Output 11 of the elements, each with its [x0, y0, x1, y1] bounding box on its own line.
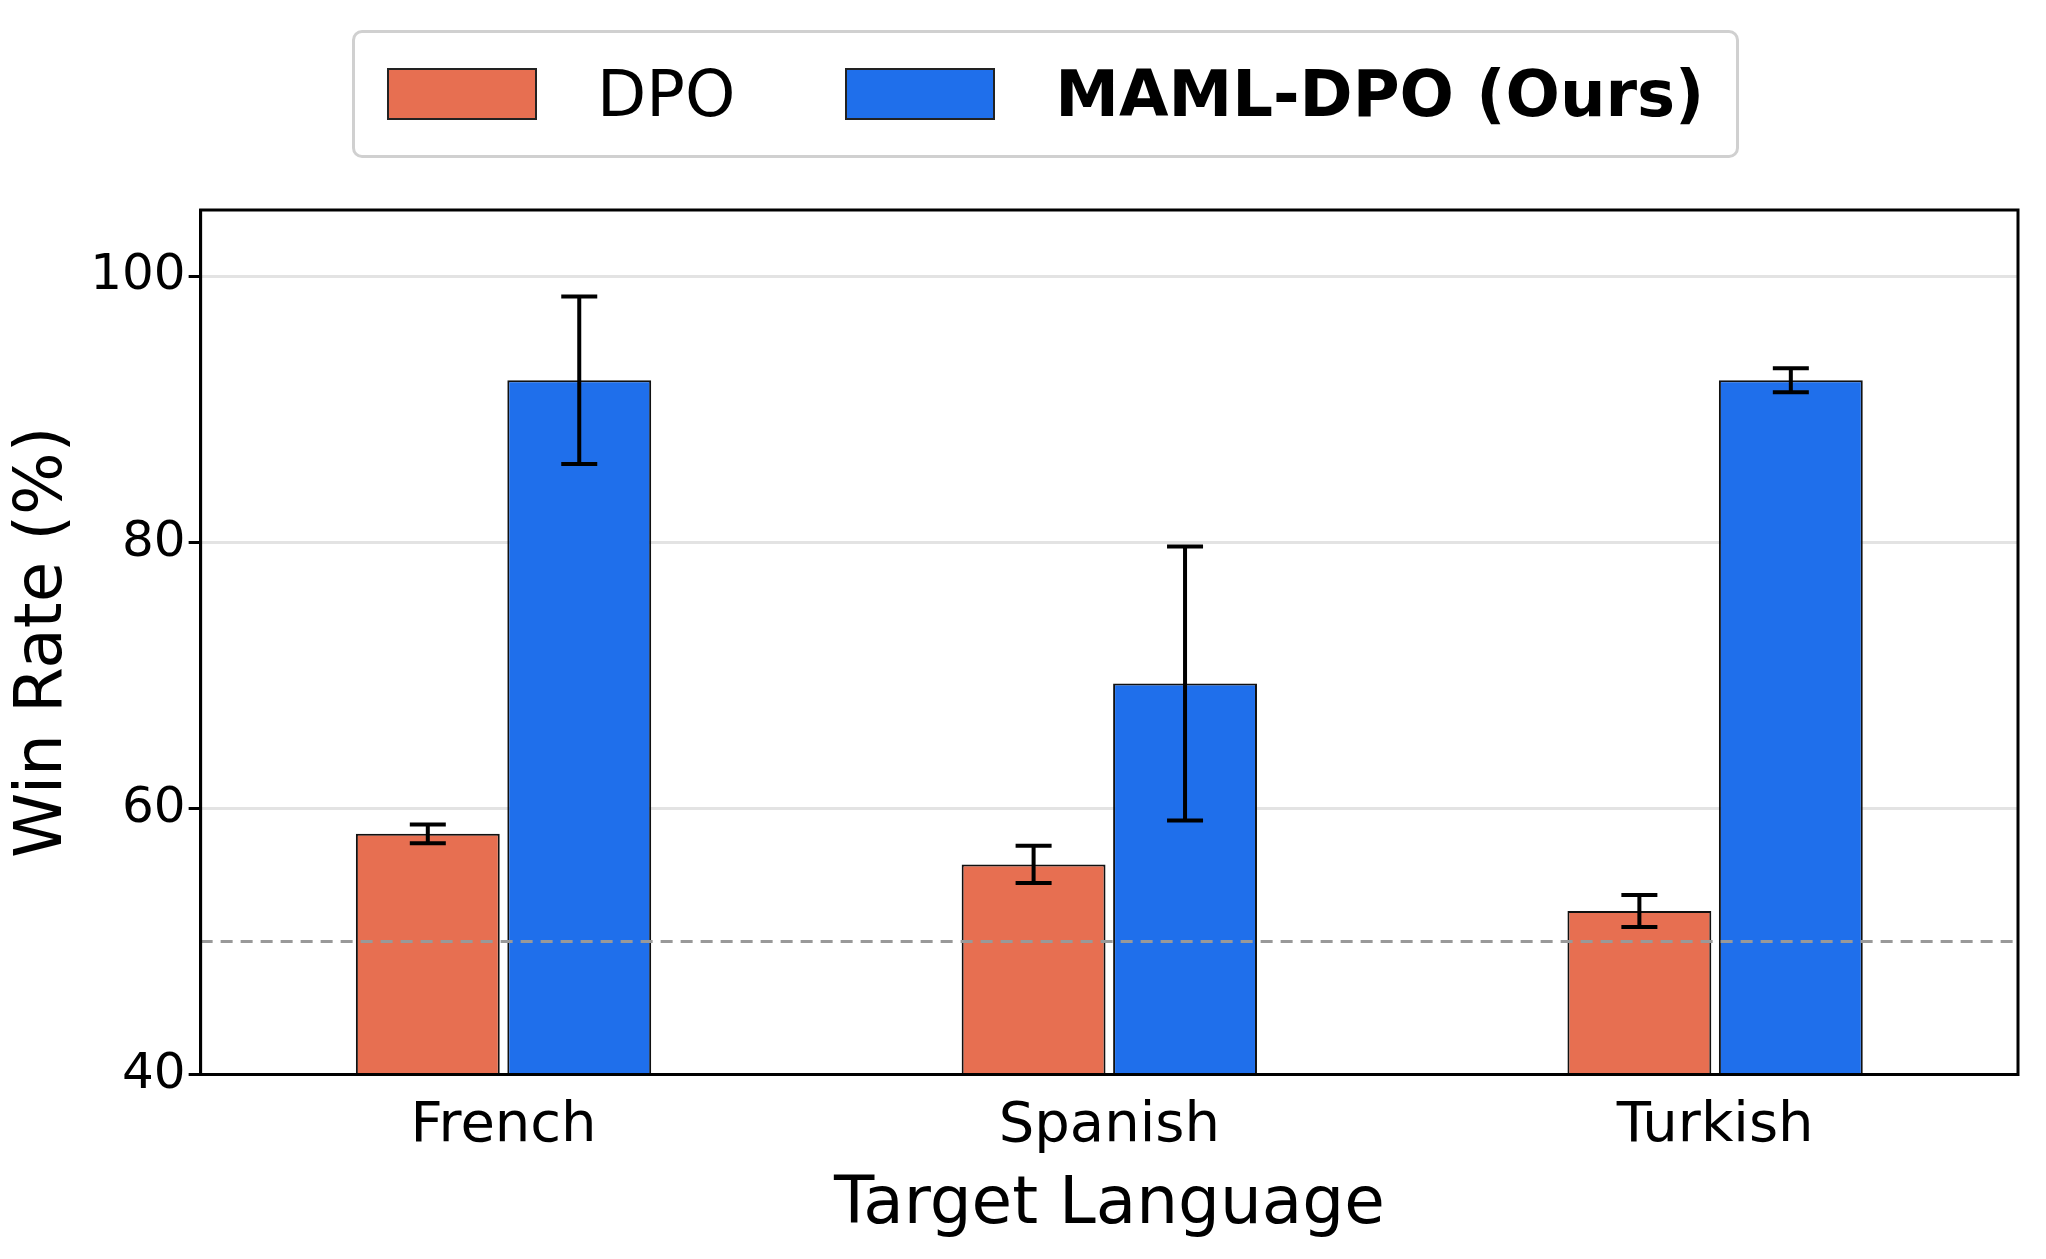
y-tick-label: 60	[122, 775, 186, 834]
y-axis-title: Win Rate (%)	[0, 426, 77, 859]
x-axis-title: Target Language	[832, 1161, 1385, 1239]
x-tick-label: French	[410, 1088, 597, 1154]
y-tick-label: 40	[122, 1041, 186, 1100]
y-tick-label: 100	[90, 243, 186, 302]
legend-label: DPO	[597, 57, 736, 131]
legend-label: MAML-DPO (Ours)	[1055, 57, 1705, 131]
x-tick-label: Spanish	[998, 1088, 1220, 1154]
x-tick-label: Turkish	[1615, 1088, 1814, 1154]
y-tick-label: 80	[122, 509, 186, 568]
